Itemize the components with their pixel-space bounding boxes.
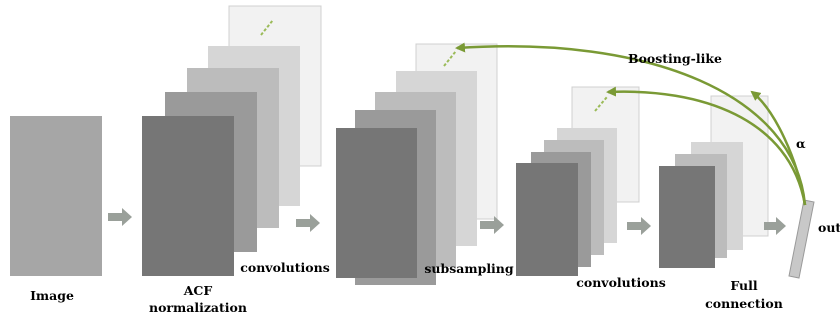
output-node	[788, 199, 815, 279]
convolutions-label-1: convolutions	[240, 260, 329, 275]
convolutions-label-2: convolutions	[576, 275, 665, 290]
boosting-label: Boosting-like	[628, 51, 722, 66]
output-label: out	[818, 220, 840, 235]
full-connection-layer-stack	[659, 95, 769, 268]
flow-arrow	[108, 208, 132, 226]
full-label: Full	[730, 278, 757, 293]
flow-arrow	[296, 214, 320, 232]
alpha-label: α	[796, 136, 806, 151]
acf-layer-stack	[142, 5, 322, 276]
subsampling-layer-stack	[336, 43, 498, 285]
flow-arrow	[627, 217, 651, 235]
convolution-layer-stack	[516, 86, 640, 276]
subsampling-label: subsampling	[424, 261, 514, 276]
flow-arrow	[764, 217, 786, 235]
image-label: Image	[30, 288, 74, 303]
acf-label: ACF	[183, 283, 213, 298]
normalization-label: normalization	[149, 300, 247, 315]
input-image	[10, 116, 102, 276]
boosting-arrows	[455, 42, 807, 206]
flow-arrow	[480, 216, 504, 234]
connection-label: connection	[705, 296, 783, 311]
